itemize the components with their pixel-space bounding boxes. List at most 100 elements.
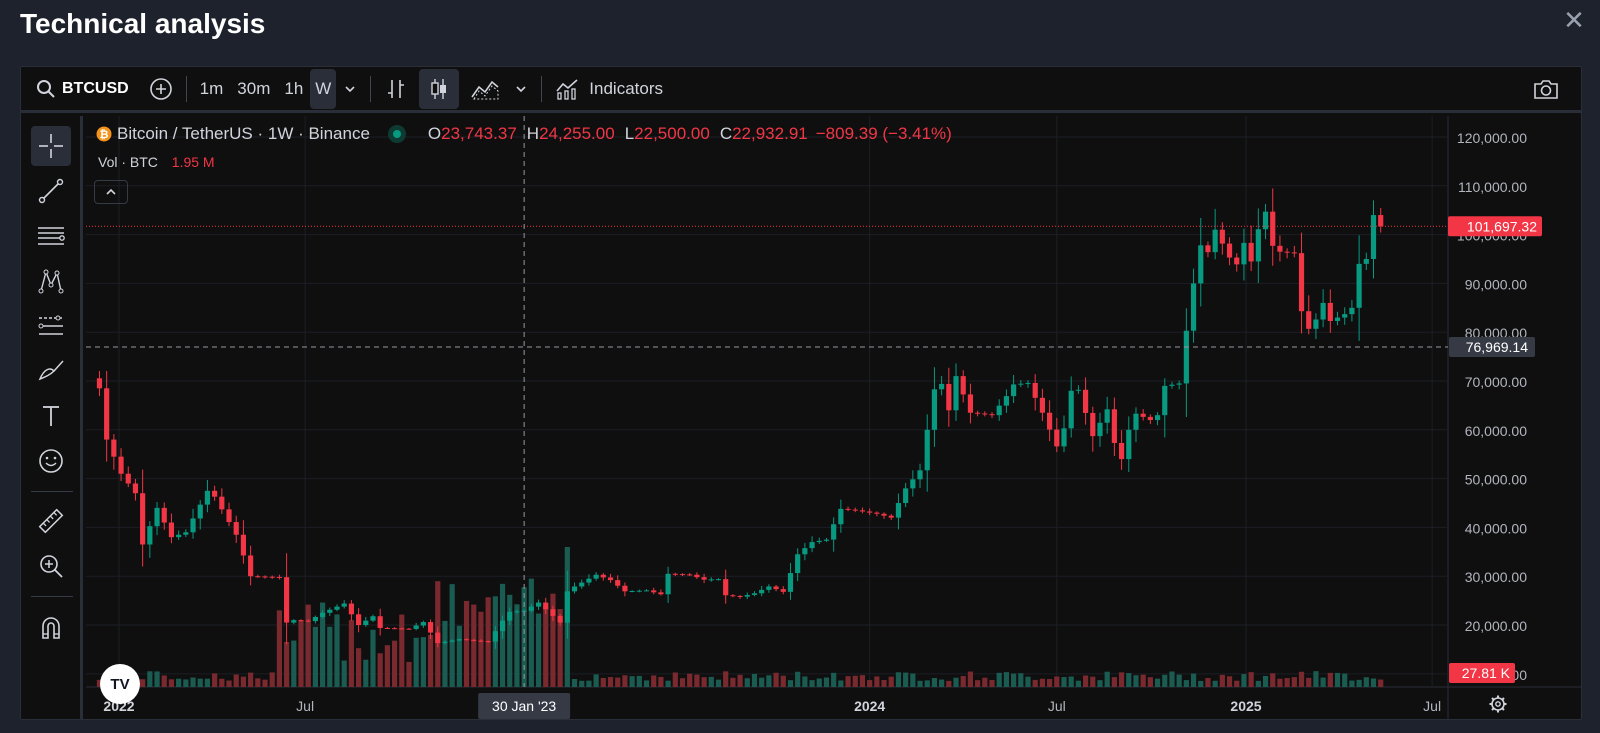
candle-body <box>111 439 117 457</box>
indicators-label: Indicators <box>589 78 663 98</box>
open-value: 23,743.37 <box>441 124 517 143</box>
fib-tool[interactable] <box>31 216 71 256</box>
trend-line-tool[interactable] <box>31 171 71 211</box>
volume-bar <box>197 678 203 687</box>
interval-30m-button[interactable]: 30m <box>237 78 271 98</box>
volume-bar <box>183 679 189 687</box>
candle-body <box>737 595 743 597</box>
candle-body <box>1363 258 1369 264</box>
price-tick-label: 50,000.00 <box>1465 472 1527 488</box>
volume-bar <box>1032 679 1038 687</box>
volume-bar <box>931 678 938 687</box>
volume-bar <box>643 680 650 687</box>
candle-body <box>1198 245 1204 284</box>
candle-body <box>1255 229 1261 262</box>
volume-bar <box>262 679 268 687</box>
volume-bar <box>823 677 830 687</box>
candle-body <box>507 611 513 621</box>
emoji-tool[interactable] <box>31 441 71 481</box>
interval-1m-button[interactable]: 1m <box>199 78 224 98</box>
time-tick-label: 2025 <box>1230 698 1261 714</box>
collapse-legend-button[interactable] <box>94 180 128 204</box>
volume-legend: Vol · BTC 1.95 M <box>98 154 215 170</box>
price-chart[interactable]: 120,000.00110,000.00100,000.0090,000.008… <box>86 116 1581 720</box>
volume-bar <box>1327 672 1333 687</box>
volume-bar <box>190 677 196 687</box>
zoom-tool[interactable] <box>31 546 71 586</box>
volume-bar <box>320 602 326 687</box>
volume-bar <box>607 677 614 687</box>
candle-body <box>766 586 772 590</box>
volume-bar <box>1334 672 1341 687</box>
candle-body <box>1313 319 1319 329</box>
toolbar-divider <box>541 75 543 102</box>
volume-bar <box>1248 672 1254 687</box>
candle-body <box>1003 396 1010 406</box>
page-title: Technical analysis <box>20 8 266 39</box>
forecast-tool[interactable] <box>31 306 71 346</box>
candle-body <box>305 620 311 622</box>
volume-bar <box>355 648 362 687</box>
indicators-button[interactable]: Indicators <box>548 69 670 109</box>
candle-body <box>795 554 801 574</box>
candle-body <box>197 504 203 519</box>
candle-body <box>125 473 131 484</box>
crosshair-tool[interactable] <box>31 126 71 166</box>
brush-tool[interactable] <box>31 351 71 391</box>
text-tool[interactable] <box>31 396 71 436</box>
price-tick-label: 110,000.00 <box>1458 179 1527 195</box>
candle-body <box>1298 253 1305 312</box>
candle-body <box>485 641 491 643</box>
volume-bar <box>327 626 333 687</box>
candle-body <box>154 507 160 527</box>
candle-body <box>478 640 484 642</box>
low-value: 22,500.00 <box>634 124 710 143</box>
chevron-down-icon <box>345 85 355 92</box>
candle-body <box>1025 382 1031 384</box>
candle-body <box>1054 429 1060 447</box>
interval-w-button[interactable]: W <box>310 68 337 109</box>
candle-body <box>240 534 247 556</box>
compare-symbol-button[interactable] <box>142 69 180 109</box>
volume-bar <box>550 593 556 687</box>
settings-gear-icon[interactable] <box>1489 695 1507 713</box>
toolbar-divider <box>31 596 73 597</box>
area-style-button[interactable] <box>463 69 507 109</box>
chart-style-dropdown-button[interactable] <box>507 69 535 109</box>
volume-bar <box>391 640 398 687</box>
candle-body <box>823 539 830 541</box>
symbol-search-button[interactable]: BTCUSD <box>29 69 136 109</box>
crosshair-icon <box>39 134 63 158</box>
volume-bar <box>1162 674 1168 687</box>
candle-body <box>643 590 650 592</box>
chart-widget: BTCUSD 1m 30m 1h W Indicators <box>20 66 1582 720</box>
toolbar-divider <box>31 491 73 492</box>
chart-pane[interactable]: 120,000.00110,000.00100,000.0090,000.008… <box>86 116 1581 720</box>
volume-bar <box>989 679 995 687</box>
candle-body <box>665 573 671 595</box>
measure-tool[interactable] <box>31 501 71 541</box>
tradingview-logo[interactable]: TV <box>100 664 140 704</box>
candle-body <box>687 574 693 576</box>
volume-bar <box>715 679 722 687</box>
candles-style-button[interactable] <box>419 68 460 109</box>
magnet-tool[interactable] <box>31 608 71 648</box>
candle-body <box>982 413 988 415</box>
bars-style-button[interactable] <box>377 69 415 109</box>
gear-tooth <box>1491 707 1495 711</box>
volume-bar <box>571 678 578 687</box>
volume-bar <box>759 677 765 687</box>
candle-body <box>514 611 520 613</box>
horizontal-lines-icon <box>38 227 65 245</box>
volume-bar <box>701 677 707 687</box>
candle-body <box>787 573 794 592</box>
interval-1h-button[interactable]: 1h <box>284 78 304 98</box>
series-name[interactable]: Bitcoin / TetherUS · 1W · Binance <box>117 124 370 143</box>
close-icon[interactable]: ✕ <box>1563 5 1585 35</box>
volume-bar <box>744 678 750 687</box>
dialog-header: Technical analysis ✕ <box>0 0 1600 62</box>
area-chart-icon <box>471 80 499 99</box>
interval-dropdown-button[interactable] <box>336 69 364 109</box>
pattern-tool[interactable] <box>31 261 71 301</box>
screenshot-button[interactable] <box>1525 69 1567 109</box>
